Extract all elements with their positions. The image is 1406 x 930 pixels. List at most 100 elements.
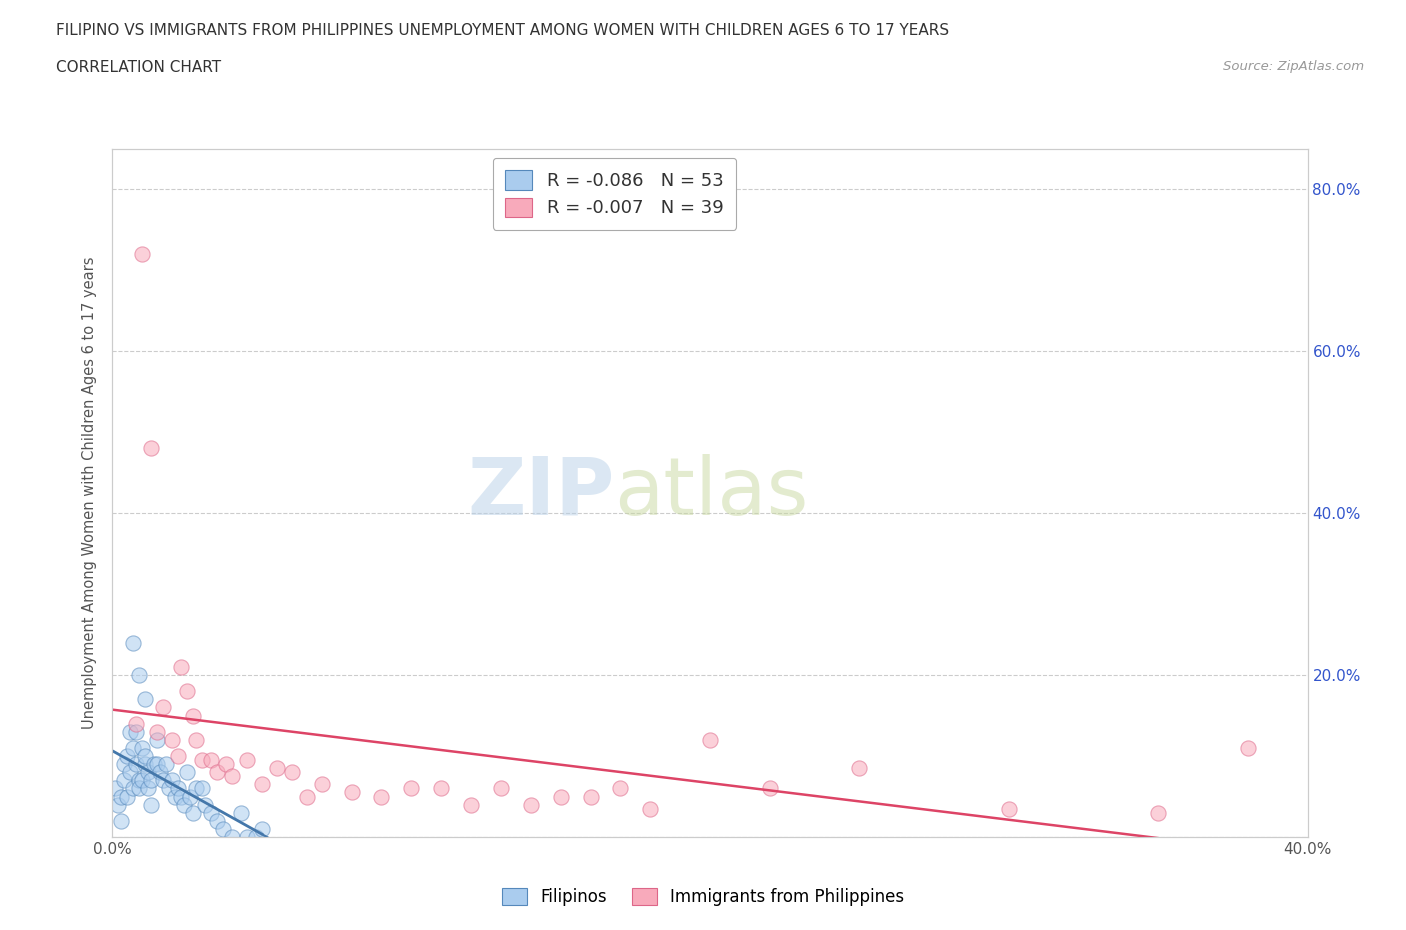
Point bbox=[759, 781, 782, 796]
Point bbox=[176, 684, 198, 698]
Point bbox=[181, 708, 204, 723]
Point bbox=[167, 749, 190, 764]
Point bbox=[250, 777, 273, 791]
Point bbox=[186, 781, 208, 796]
Point bbox=[134, 692, 156, 707]
Point bbox=[430, 781, 453, 796]
Point bbox=[138, 764, 160, 779]
Point bbox=[110, 789, 132, 804]
Legend: R = -0.086   N = 53, R = -0.007   N = 39: R = -0.086 N = 53, R = -0.007 N = 39 bbox=[492, 158, 737, 230]
Point bbox=[194, 797, 217, 812]
Point bbox=[152, 700, 174, 715]
Point bbox=[370, 789, 392, 804]
Point bbox=[181, 805, 204, 820]
Point bbox=[281, 764, 304, 779]
Point bbox=[104, 781, 127, 796]
Point bbox=[200, 752, 222, 767]
Point bbox=[638, 802, 662, 817]
Point bbox=[179, 789, 201, 804]
Point bbox=[200, 805, 222, 820]
Point bbox=[162, 733, 183, 748]
Point bbox=[229, 805, 252, 820]
Text: FILIPINO VS IMMIGRANTS FROM PHILIPPINES UNEMPLOYMENT AMONG WOMEN WITH CHILDREN A: FILIPINO VS IMMIGRANTS FROM PHILIPPINES … bbox=[56, 23, 949, 38]
Point bbox=[579, 789, 602, 804]
Y-axis label: Unemployment Among Women with Children Ages 6 to 17 years: Unemployment Among Women with Children A… bbox=[82, 257, 97, 729]
Point bbox=[128, 668, 150, 683]
Point bbox=[167, 781, 190, 796]
Point bbox=[1147, 805, 1170, 820]
Point bbox=[146, 733, 169, 748]
Point bbox=[131, 246, 153, 261]
Point bbox=[122, 635, 145, 650]
Point bbox=[162, 773, 183, 788]
Point bbox=[191, 781, 214, 796]
Point bbox=[114, 757, 135, 772]
Point bbox=[212, 821, 235, 836]
Point bbox=[186, 733, 208, 748]
Point bbox=[149, 764, 172, 779]
Point bbox=[176, 764, 198, 779]
Text: atlas: atlas bbox=[614, 454, 808, 532]
Text: CORRELATION CHART: CORRELATION CHART bbox=[56, 60, 221, 75]
Point bbox=[245, 830, 267, 844]
Point bbox=[146, 757, 169, 772]
Point bbox=[460, 797, 482, 812]
Point bbox=[221, 830, 243, 844]
Point bbox=[110, 814, 132, 829]
Text: ZIP: ZIP bbox=[467, 454, 614, 532]
Point bbox=[152, 773, 174, 788]
Point bbox=[191, 752, 214, 767]
Point bbox=[122, 781, 145, 796]
Point bbox=[134, 757, 156, 772]
Point bbox=[1237, 740, 1260, 755]
Point bbox=[266, 761, 288, 776]
Point bbox=[295, 789, 318, 804]
Point bbox=[489, 781, 512, 796]
Point bbox=[205, 814, 228, 829]
Point bbox=[848, 761, 870, 776]
Point bbox=[165, 789, 187, 804]
Point bbox=[141, 441, 163, 456]
Point bbox=[340, 785, 363, 800]
Point bbox=[122, 740, 145, 755]
Point bbox=[134, 749, 156, 764]
Point bbox=[609, 781, 631, 796]
Point bbox=[141, 797, 163, 812]
Point bbox=[125, 724, 148, 739]
Point bbox=[143, 757, 166, 772]
Point bbox=[236, 830, 259, 844]
Point bbox=[107, 797, 129, 812]
Point bbox=[998, 802, 1021, 817]
Point bbox=[520, 797, 543, 812]
Point bbox=[250, 821, 273, 836]
Point bbox=[125, 716, 148, 731]
Point bbox=[131, 773, 153, 788]
Point bbox=[170, 659, 193, 674]
Point bbox=[170, 789, 193, 804]
Point bbox=[117, 789, 139, 804]
Point bbox=[128, 781, 150, 796]
Point bbox=[128, 773, 150, 788]
Point bbox=[138, 781, 160, 796]
Point bbox=[114, 773, 135, 788]
Point bbox=[401, 781, 423, 796]
Point bbox=[311, 777, 333, 791]
Point bbox=[120, 724, 142, 739]
Text: Source: ZipAtlas.com: Source: ZipAtlas.com bbox=[1223, 60, 1364, 73]
Point bbox=[146, 724, 169, 739]
Point bbox=[117, 749, 139, 764]
Point bbox=[120, 764, 142, 779]
Point bbox=[155, 757, 177, 772]
Point bbox=[550, 789, 572, 804]
Point bbox=[131, 740, 153, 755]
Point bbox=[699, 733, 721, 748]
Point bbox=[173, 797, 195, 812]
Point bbox=[157, 781, 180, 796]
Point bbox=[221, 769, 243, 784]
Point bbox=[125, 757, 148, 772]
Point bbox=[215, 757, 238, 772]
Point bbox=[205, 764, 228, 779]
Legend: Filipinos, Immigrants from Philippines: Filipinos, Immigrants from Philippines bbox=[495, 881, 911, 912]
Point bbox=[141, 773, 163, 788]
Point bbox=[236, 752, 259, 767]
